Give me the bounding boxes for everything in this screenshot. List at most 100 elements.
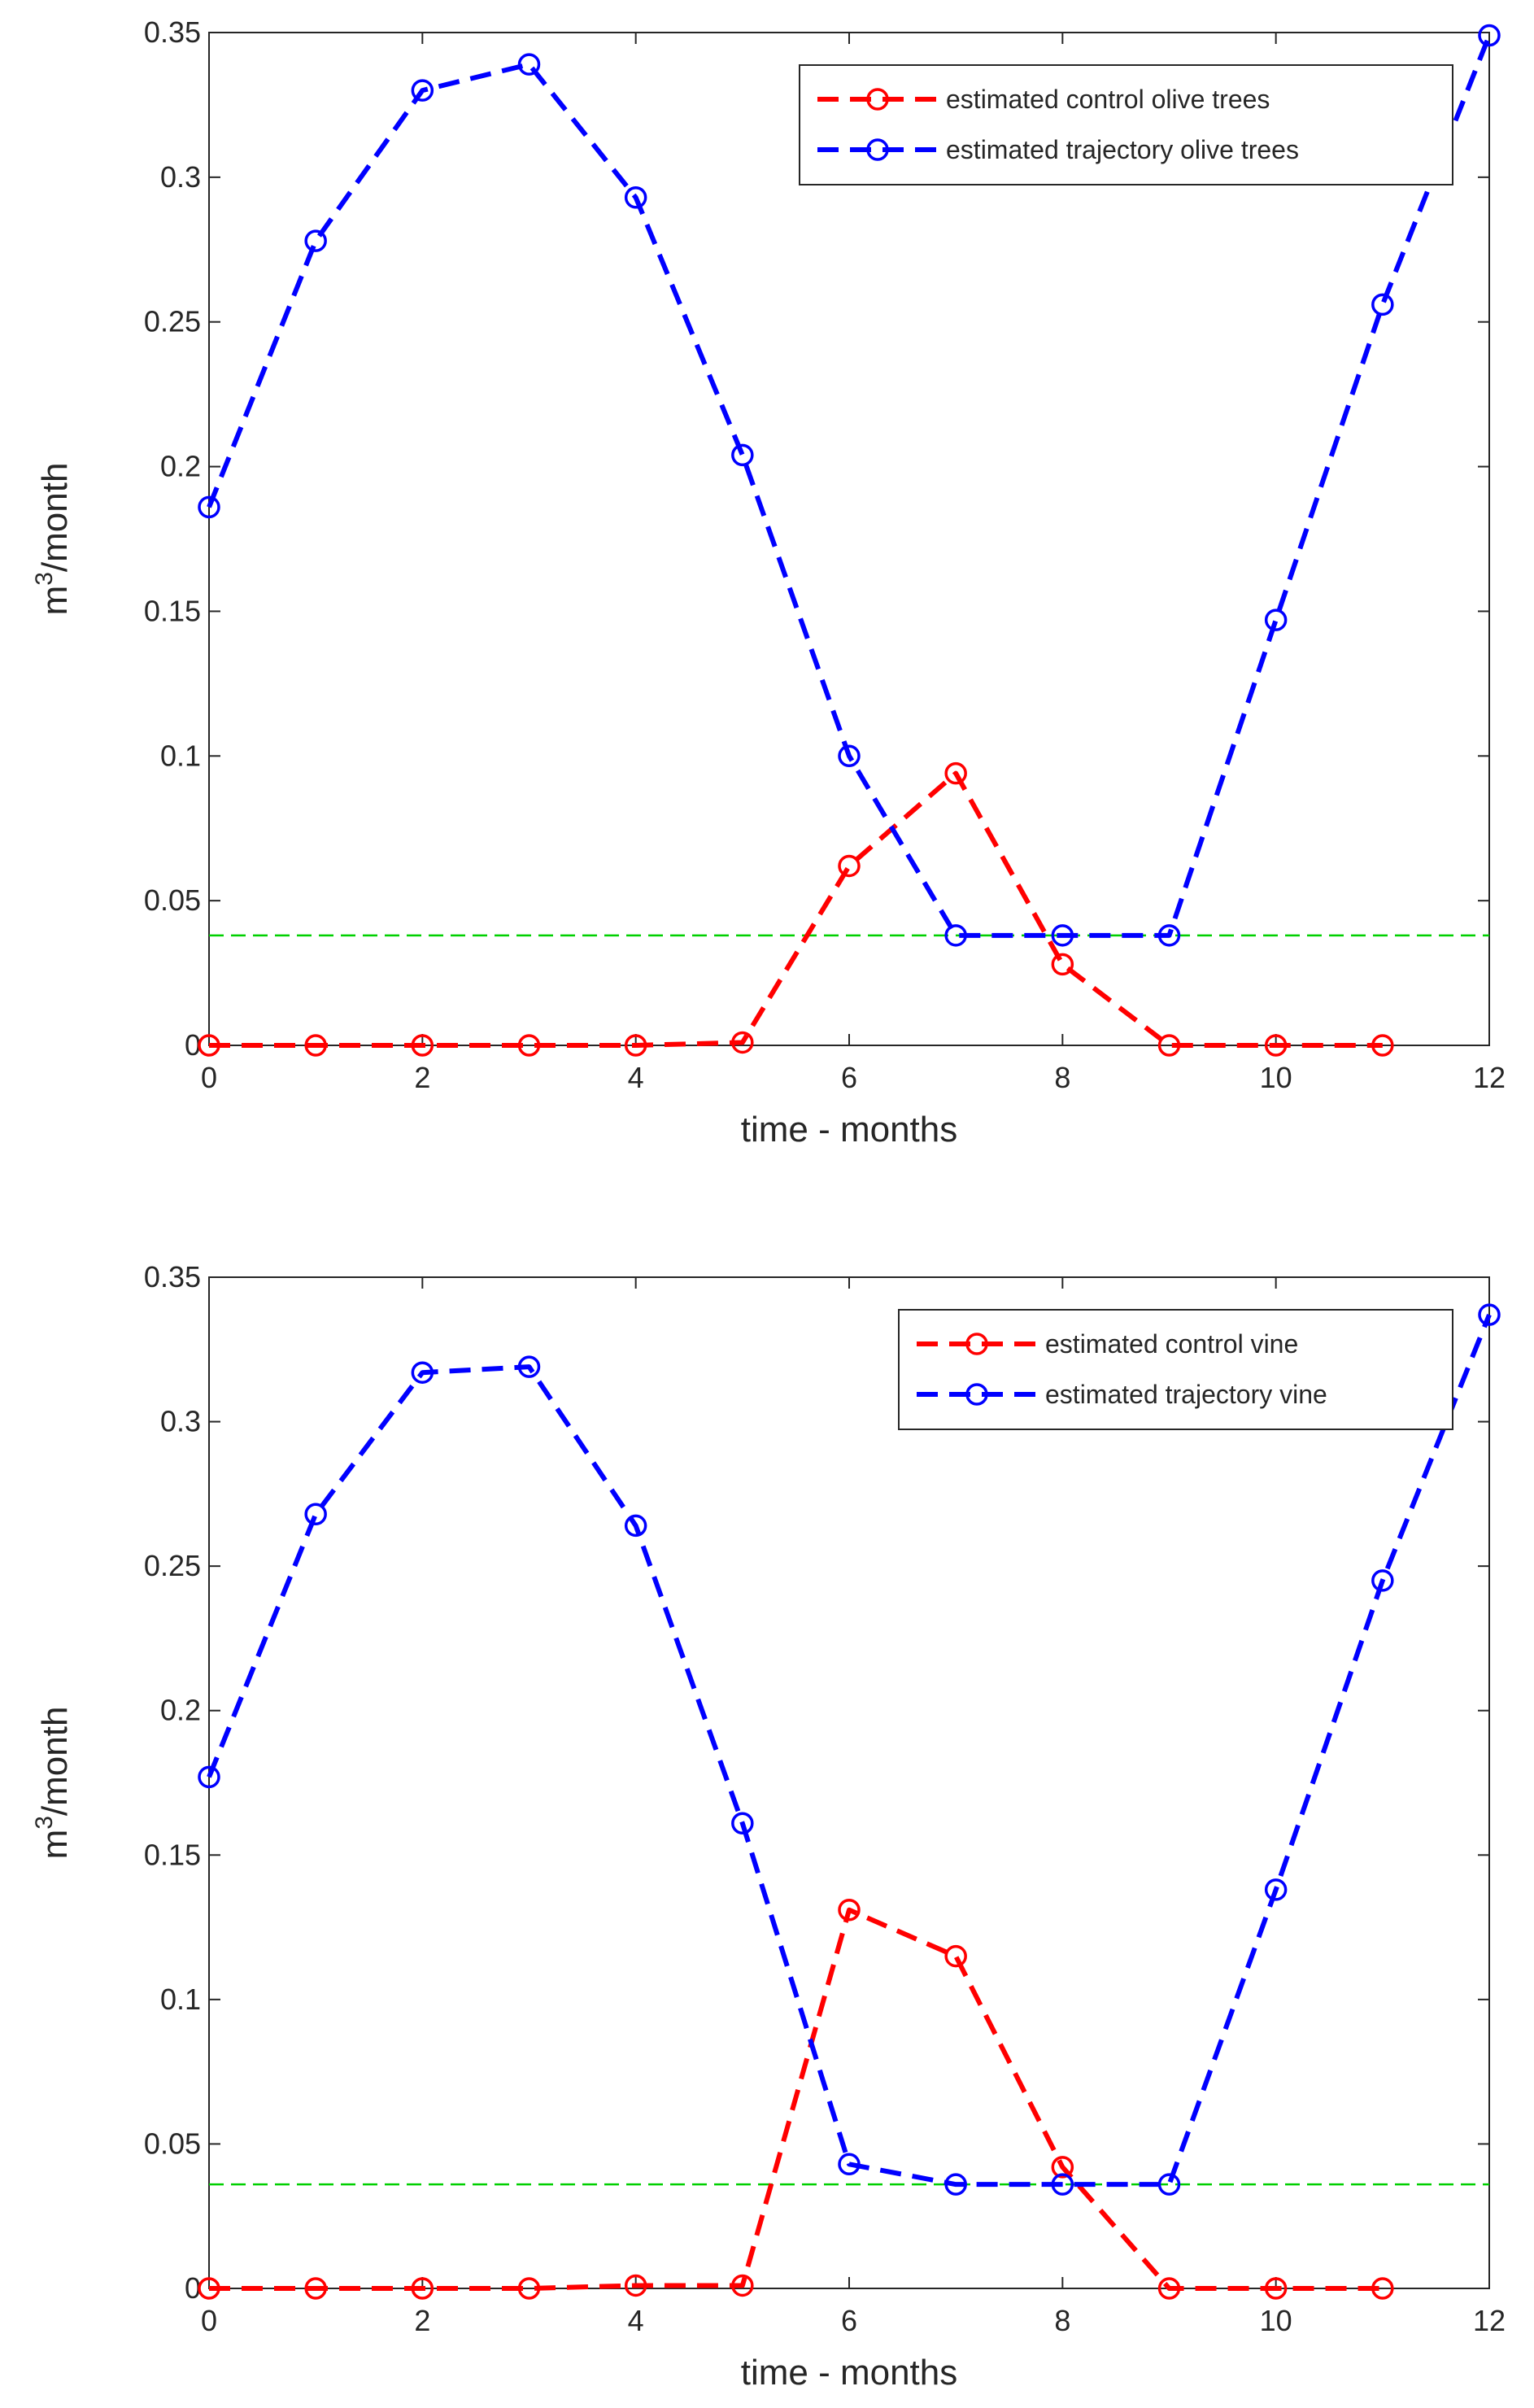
x-tick-label: 6	[841, 2304, 857, 2337]
y-tick-label: 0.25	[144, 1549, 201, 1582]
data-point-control	[198, 2277, 220, 2300]
x-tick-label: 0	[201, 2304, 217, 2337]
legend-entry-control: estimated control vine	[917, 1329, 1298, 1359]
data-point-control	[1051, 2156, 1074, 2179]
legend-marker	[866, 138, 889, 161]
y-tick-label: 0.15	[144, 594, 201, 627]
data-point-trajectory	[731, 1812, 754, 1834]
data-point-trajectory	[838, 2153, 861, 2176]
data-point-control	[731, 2274, 754, 2297]
legend: estimated control vine estimated trajecto…	[898, 1309, 1453, 1430]
x-axis-label: time - months	[741, 2353, 958, 2393]
x-tick-label: 12	[1473, 1061, 1506, 1094]
data-point-trajectory	[198, 1765, 220, 1789]
y-axis-label-base: m	[35, 1830, 75, 1860]
data-point-trajectory	[944, 2173, 967, 2196]
data-point-control	[1051, 953, 1074, 976]
y-tick-label: 0.05	[144, 883, 201, 917]
data-point-control	[838, 854, 861, 878]
data-point-trajectory	[1478, 1303, 1501, 1326]
legend-label: estimated control olive trees	[946, 85, 1270, 114]
data-point-control	[411, 2277, 434, 2300]
y-tick-label: 0.2	[160, 450, 201, 483]
x-tick-label: 10	[1260, 2304, 1292, 2337]
chart-panel-1: 0 2 4 6 8 10 12 0 0.05 0.1 0.15 0.2 0.25 0.3 0.35 time …	[31, 15, 1506, 1149]
y-tick-label: 0.1	[160, 739, 201, 772]
data-point-control	[1157, 2277, 1181, 2300]
data-point-control	[517, 1034, 541, 1057]
y-axis-label-base: m	[35, 586, 75, 616]
data-point-trajectory	[838, 744, 861, 768]
data-point-trajectory	[1157, 2173, 1181, 2196]
y-tick-label: 0.25	[144, 305, 201, 338]
series-line-trajectory	[207, 1314, 1492, 2188]
data-point-trajectory	[304, 229, 327, 252]
y-tick-label: 0.2	[160, 1694, 201, 1727]
data-point-control	[304, 2277, 327, 2300]
data-point-trajectory	[304, 1503, 327, 1525]
data-point-trajectory	[1478, 24, 1501, 47]
y-tick-label: 0	[185, 2271, 201, 2305]
data-point-control	[624, 1034, 647, 1057]
y-axis-label: m3/month	[31, 1707, 75, 1860]
data-point-control	[624, 2274, 647, 2297]
data-point-trajectory	[517, 1355, 541, 1378]
legend-marker	[965, 1333, 988, 1355]
y-tick-label: 0.35	[144, 1260, 201, 1293]
series-line-control	[209, 1907, 1383, 2291]
data-point-trajectory	[198, 495, 220, 519]
x-tick-label: 8	[1054, 2304, 1070, 2337]
legend-marker	[866, 88, 889, 111]
legend-entry-trajectory: estimated trajectory olive trees	[817, 135, 1299, 164]
data-point-trajectory	[1371, 1569, 1394, 1592]
legend-label: estimated trajectory olive trees	[946, 135, 1299, 164]
data-point-control	[198, 1034, 220, 1057]
y-axis-label-superscript: 3	[31, 1816, 58, 1830]
y-tick-label: 0.1	[160, 1983, 201, 2016]
y-tick-label: 0.05	[144, 2127, 201, 2160]
data-point-trajectory	[411, 1361, 434, 1384]
legend-box	[799, 64, 1453, 185]
y-axis-label-unit: /month	[35, 463, 75, 573]
data-point-control	[1371, 1034, 1394, 1057]
data-point-trajectory	[1264, 1878, 1288, 1901]
data-point-control	[304, 1034, 327, 1057]
data-point-trajectory	[1051, 2173, 1074, 2196]
data-point-trajectory	[411, 79, 434, 102]
data-point-trajectory	[624, 1514, 647, 1538]
data-point-trajectory	[731, 443, 754, 467]
x-tick-label: 4	[628, 1061, 644, 1094]
y-tick-label: 0	[185, 1028, 201, 1062]
y-axis-label-superscript: 3	[31, 572, 58, 586]
series-line-trajectory	[207, 34, 1492, 938]
x-tick-label: 0	[201, 1061, 217, 1094]
data-point-control	[411, 1034, 434, 1057]
legend-entry-control: estimated control olive trees	[817, 85, 1270, 114]
data-point-trajectory	[517, 53, 541, 76]
data-point-control	[1157, 1034, 1181, 1057]
data-point-control	[1264, 1034, 1288, 1057]
data-point-trajectory	[1264, 609, 1288, 631]
data-point-trajectory	[624, 186, 647, 209]
legend-marker	[965, 1383, 988, 1406]
data-point-trajectory	[944, 924, 967, 947]
x-tick-label: 12	[1473, 2304, 1506, 2337]
data-point-control	[944, 1944, 967, 1968]
legend-label: estimated control vine	[1045, 1329, 1298, 1359]
data-point-control	[1264, 2277, 1288, 2300]
legend-label: estimated trajectory vine	[1045, 1380, 1327, 1409]
y-tick-label: 0.3	[160, 160, 201, 194]
x-tick-label: 2	[414, 2304, 430, 2337]
y-tick-label: 0.3	[160, 1405, 201, 1438]
x-axis-label: time - months	[741, 1110, 958, 1149]
data-point-trajectory	[1371, 293, 1394, 316]
series-line-control	[209, 770, 1383, 1048]
y-tick-label: 0.15	[144, 1838, 201, 1871]
y-tick-label: 0.35	[144, 15, 201, 49]
data-point-control	[944, 761, 967, 785]
data-point-control	[1371, 2277, 1394, 2300]
x-tick-label: 2	[414, 1061, 430, 1094]
y-axis-label-unit: /month	[35, 1707, 75, 1817]
data-point-trajectory	[1157, 924, 1181, 947]
